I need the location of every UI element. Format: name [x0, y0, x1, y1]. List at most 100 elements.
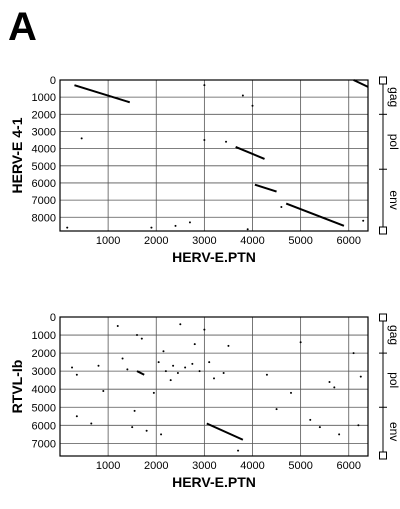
- match-point: [299, 341, 302, 344]
- y-tick-label: 6000: [32, 420, 56, 432]
- dot-plot-1: 1000 2000 3000 4000 5000 6000 0 1000 2000 3000 400…: [9, 75, 400, 265]
- x-tick-label: 4000: [240, 460, 264, 472]
- gene-label-env: env: [387, 422, 400, 441]
- match-point: [328, 380, 331, 383]
- match-point: [275, 408, 278, 411]
- match-point: [222, 371, 225, 374]
- y-tick-label: 6000: [32, 178, 56, 190]
- match-point: [265, 373, 268, 376]
- match-point: [71, 366, 74, 369]
- match-point: [179, 323, 182, 326]
- match-point: [290, 391, 292, 394]
- similarity-diagonal: [136, 370, 145, 376]
- match-point: [90, 422, 93, 425]
- match-point: [150, 226, 153, 229]
- match-point: [145, 429, 148, 432]
- match-point: [162, 350, 165, 353]
- match-point: [157, 361, 160, 364]
- similarity-diagonal: [254, 183, 277, 193]
- match-point: [174, 224, 177, 227]
- y-tick-label: 8000: [32, 212, 56, 224]
- x-tick-label: 1000: [96, 460, 120, 472]
- y-tick-label: 2000: [32, 348, 56, 360]
- match-point: [184, 366, 187, 369]
- panel-label: A: [8, 5, 37, 49]
- match-point: [203, 328, 206, 331]
- match-point: [164, 370, 167, 373]
- match-point: [352, 352, 355, 355]
- x-axis-title: HERV-E.PTN: [172, 474, 256, 490]
- y-tick-label: 1000: [32, 92, 56, 104]
- match-point: [169, 379, 172, 382]
- match-point: [126, 368, 129, 371]
- match-point: [102, 390, 105, 393]
- x-tick-label: 1000: [96, 235, 120, 247]
- match-point: [66, 226, 69, 229]
- x-tick-label: 5000: [288, 235, 312, 247]
- match-point: [172, 364, 175, 367]
- match-point: [251, 104, 254, 107]
- match-point: [176, 371, 179, 374]
- match-point: [237, 449, 240, 452]
- x-tick-label: 5000: [288, 460, 312, 472]
- gene-label-pol: pol: [387, 372, 400, 388]
- y-tick-label: 7000: [32, 438, 56, 450]
- match-point: [107, 94, 110, 97]
- gene-label-gag: gag: [387, 325, 400, 345]
- gene-map-start-box: [379, 313, 387, 322]
- match-point: [309, 418, 312, 421]
- similarity-diagonal: [353, 79, 369, 88]
- match-point: [80, 137, 83, 140]
- match-point: [198, 370, 201, 373]
- match-point: [203, 84, 206, 87]
- y-tick-label: 0: [50, 312, 56, 324]
- similarity-diagonal: [285, 202, 345, 227]
- similarity-diagonal: [74, 84, 131, 104]
- match-point: [188, 221, 191, 224]
- x-tick-label: 4000: [240, 235, 264, 247]
- match-point: [136, 334, 138, 337]
- plot-frame: [59, 79, 369, 232]
- match-point: [133, 409, 136, 412]
- x-axis-title: HERV-E.PTN: [172, 249, 256, 265]
- match-point: [131, 426, 134, 429]
- match-point: [152, 391, 155, 394]
- match-point: [140, 337, 143, 340]
- y-tick-label: 4000: [32, 384, 56, 396]
- gene-label-env: env: [387, 190, 400, 209]
- similarity-diagonal: [206, 422, 244, 441]
- x-tick-label: 3000: [192, 460, 216, 472]
- match-point: [116, 325, 119, 328]
- similarity-diagonal: [235, 145, 265, 160]
- x-tick-label: 2000: [144, 460, 168, 472]
- y-axis-title: RTVL-Ib: [9, 360, 25, 414]
- match-point: [357, 424, 360, 427]
- match-point: [246, 228, 249, 231]
- dot-plots: 1000 2000 3000 4000 5000 6000 0 1000 2000 3000 400…: [9, 75, 400, 490]
- y-tick-label: 2000: [32, 109, 56, 121]
- match-point: [359, 375, 362, 378]
- y-tick-label: 5000: [32, 402, 56, 414]
- match-point: [75, 415, 78, 418]
- match-point: [333, 386, 336, 389]
- gene-label-pol: pol: [387, 134, 400, 150]
- y-axis-title: HERV-E 4-1: [9, 117, 25, 193]
- gene-map-end-box: [379, 226, 387, 235]
- match-point: [318, 426, 321, 429]
- x-tick-label: 2000: [144, 235, 168, 247]
- dot-plot-2: 1000 2000 3000 4000 5000 6000 0 1000 2000 3000 400…: [9, 312, 400, 490]
- x-tick-label: 3000: [192, 235, 216, 247]
- match-point: [227, 344, 230, 347]
- gene-label-gag: gag: [387, 87, 400, 107]
- y-tick-label: 0: [50, 75, 56, 87]
- match-point: [362, 219, 365, 222]
- match-point: [121, 357, 124, 360]
- y-tick-label: 7000: [32, 195, 56, 207]
- y-tick-label: 1000: [32, 330, 56, 342]
- match-point: [75, 373, 78, 376]
- gene-map-start-box: [379, 76, 387, 85]
- y-tick-label: 3000: [32, 126, 56, 138]
- match-point: [160, 433, 163, 436]
- plot-frame: [59, 316, 369, 457]
